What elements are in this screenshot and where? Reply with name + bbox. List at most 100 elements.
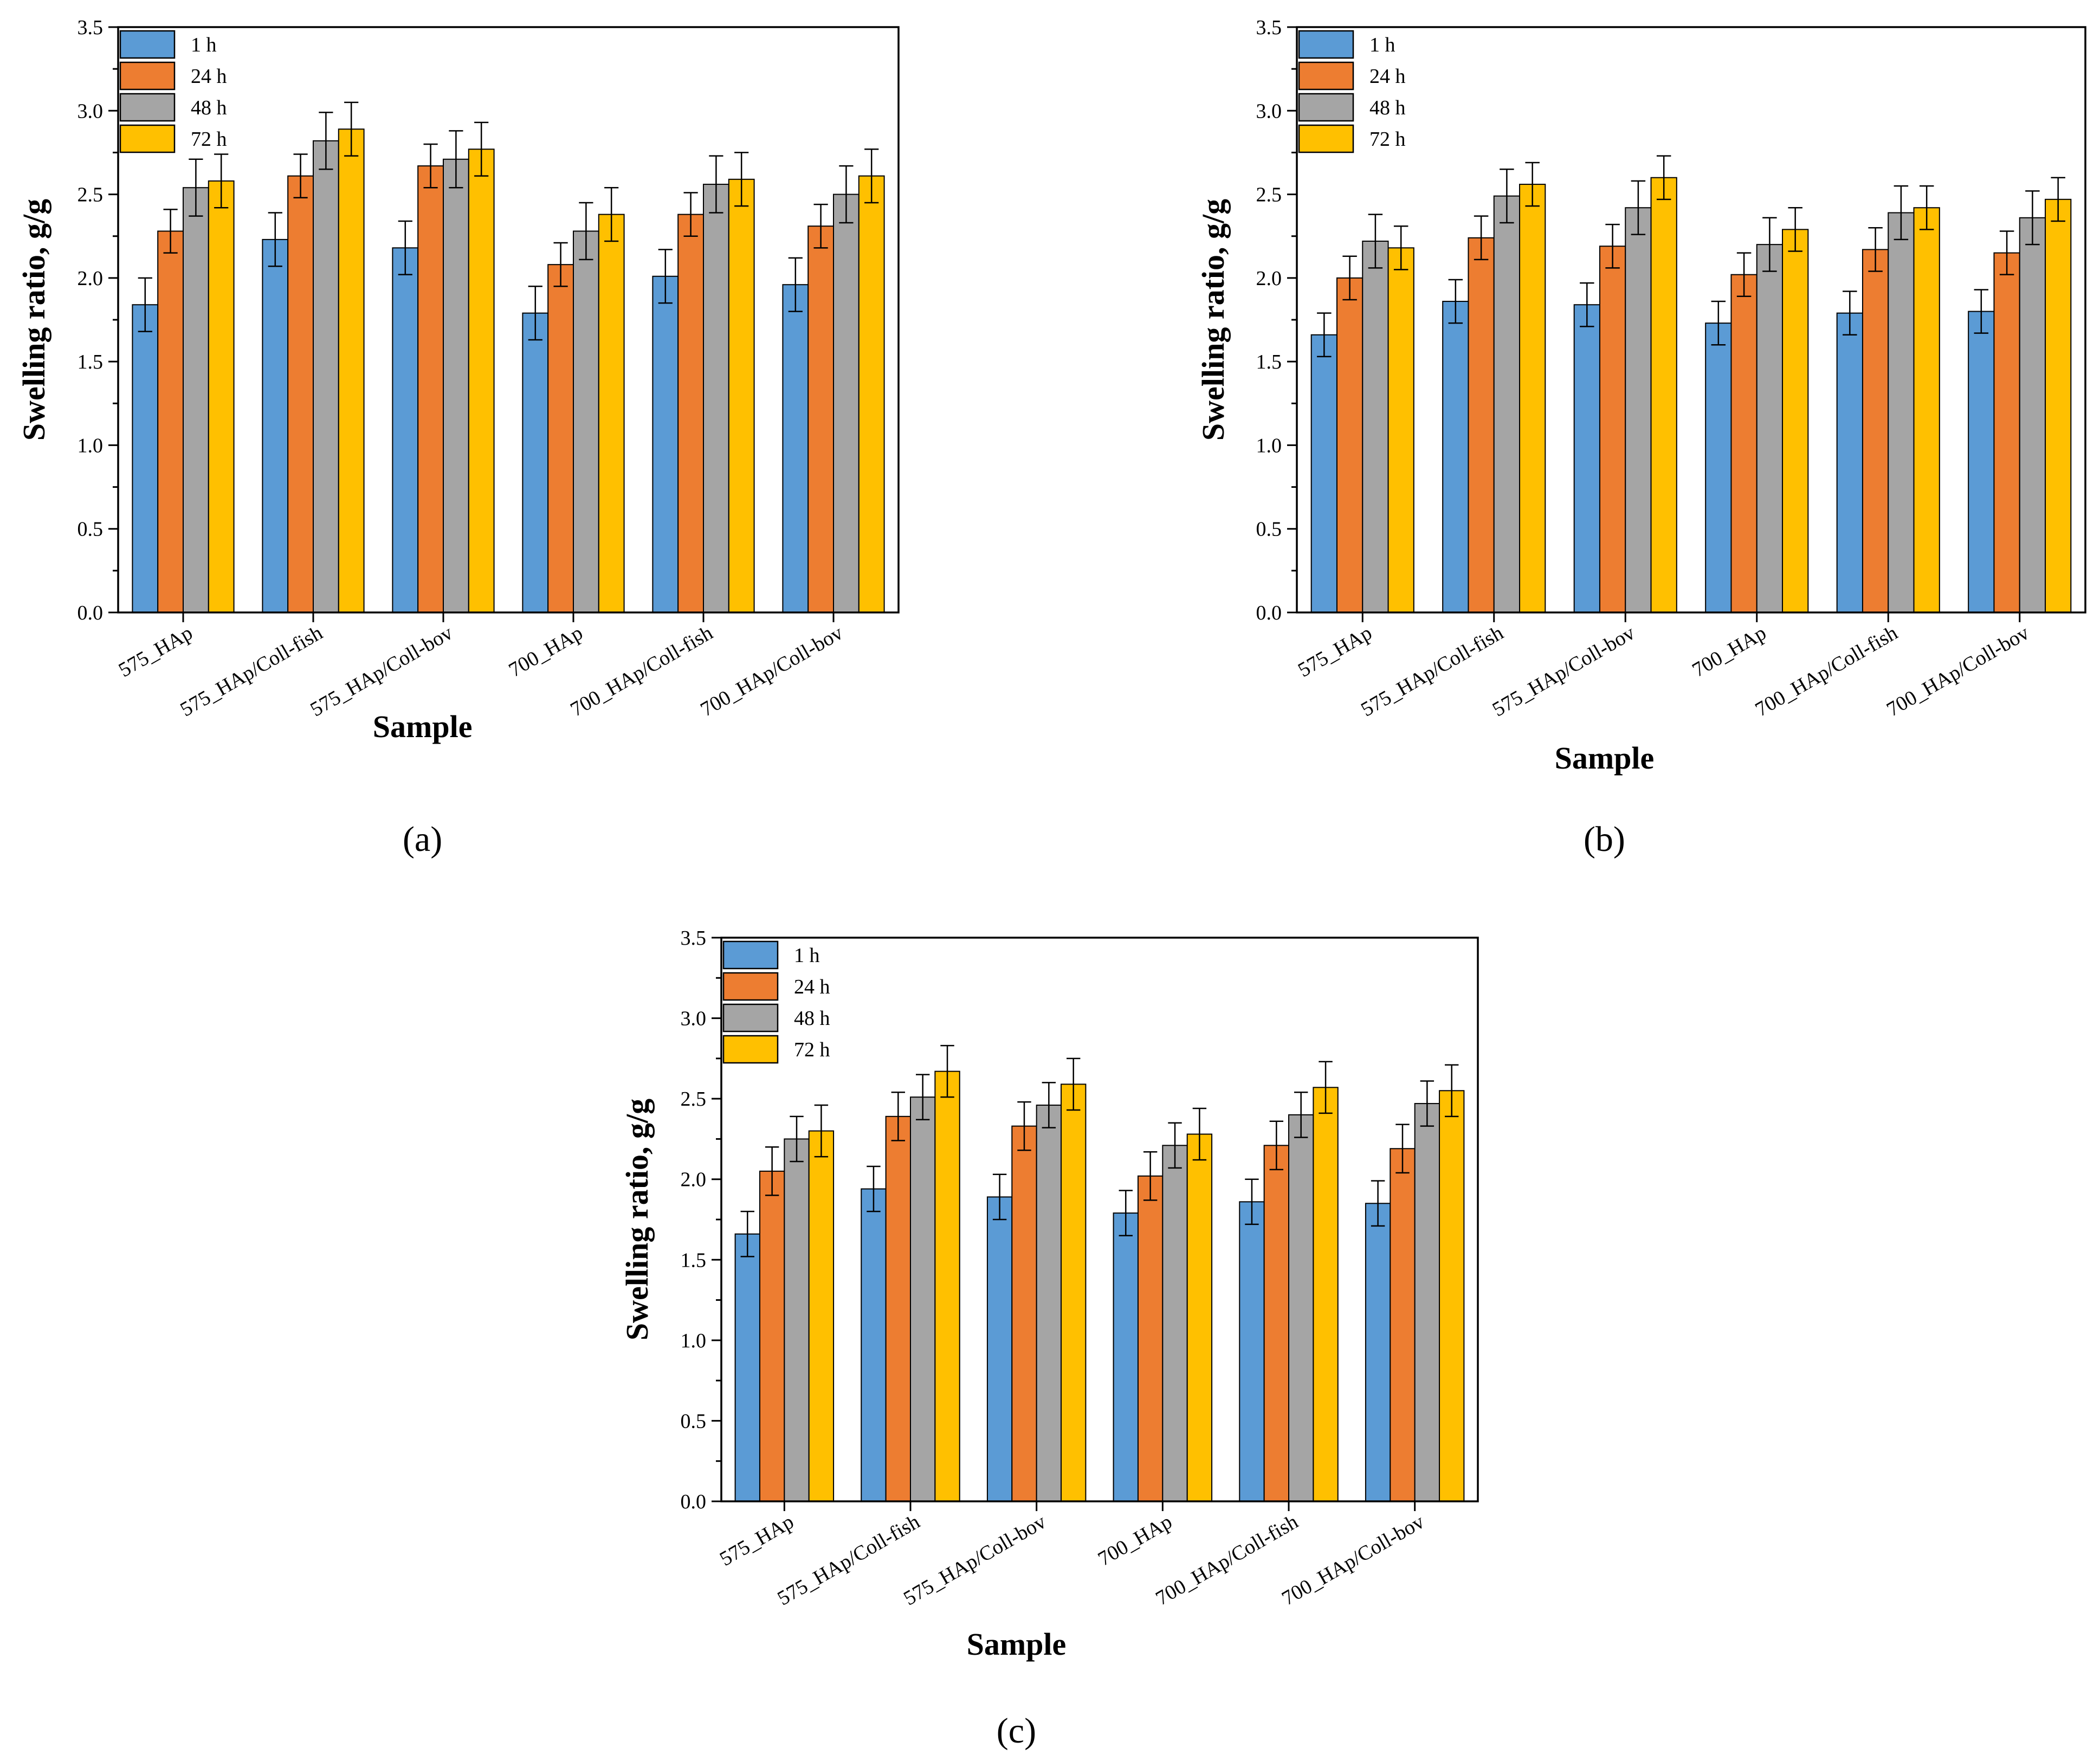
error-bar-24-h-700-hap-coll-bov <box>813 203 828 249</box>
bar-24-h-700-hap-coll-bov <box>807 225 834 613</box>
legend-label-1-h: 1 h <box>794 944 820 967</box>
error-bar-24-h-700-hap <box>553 242 568 287</box>
plot-frame <box>117 26 900 614</box>
plot-frame <box>720 937 1479 1502</box>
error-bar-24-h-575-hap-coll-fish <box>293 153 308 198</box>
bar-72-h-575-hap-coll-bov <box>1650 177 1677 613</box>
error-bar-72-h-575-hap-coll-bov <box>1656 155 1671 201</box>
error-bar-24-h-700-hap <box>1736 252 1752 298</box>
bar-72-h-700-hap-coll-fish <box>1313 1087 1339 1502</box>
error-bar-48-h-700-hap-coll-bov <box>839 165 854 224</box>
legend-swatch-1-h <box>119 30 176 59</box>
bar-24-h-700-hap <box>547 264 574 613</box>
x-tick-label-575-hap: 575_HAp <box>716 1510 798 1570</box>
error-bar-1-h-575-hap-coll-fish <box>1448 279 1463 324</box>
bar-24-h-700-hap <box>1137 1175 1164 1502</box>
bar-72-h-700-hap-coll-bov <box>1439 1090 1465 1502</box>
x-tick-label-575-hap-coll-bov: 575_HAp/Coll-bov <box>307 621 457 721</box>
error-bar-1-h-575-hap <box>1317 312 1332 358</box>
error-bar-24-h-575-hap-coll-bov <box>423 143 438 189</box>
bar-1-h-575-hap-coll-bov <box>1573 304 1600 613</box>
error-bar-24-h-575-hap-coll-bov <box>1017 1101 1031 1151</box>
error-bar-72-h-700-hap-coll-bov <box>1445 1064 1459 1118</box>
bar-72-h-575-hap-coll-bov <box>468 149 495 613</box>
bar-48-h-700-hap <box>573 230 599 613</box>
error-bar-72-h-700-hap <box>1192 1107 1207 1161</box>
error-bar-72-h-575-hap-coll-fish <box>344 101 359 157</box>
x-tick-label-700-hap-coll-bov: 700_HAp/Coll-bov <box>697 621 847 721</box>
error-bar-1-h-575-hap-coll-bov <box>992 1173 1007 1221</box>
error-bar-24-h-700-hap <box>1143 1151 1158 1201</box>
error-bar-48-h-700-hap-coll-bov <box>2025 190 2040 246</box>
bar-72-h-700-hap-coll-fish <box>728 178 755 613</box>
legend-swatch-48-h <box>1298 93 1354 122</box>
error-bar-48-h-700-hap-coll-bov <box>1420 1080 1435 1127</box>
bars <box>734 1044 1465 1502</box>
error-bar-1-h-700-hap-coll-fish <box>1245 1178 1259 1225</box>
y-tick-label: 2.0 <box>77 267 104 290</box>
bar-48-h-575-hap <box>784 1138 810 1502</box>
x-tick-label-700-hap-coll-fish: 700_HAp/Coll-fish <box>1752 621 1902 721</box>
error-bar-72-h-700-hap-coll-fish <box>1919 185 1934 230</box>
bar-48-h-700-hap-coll-fish <box>703 184 729 613</box>
x-tick-label-700-hap-coll-bov: 700_HAp/Coll-bov <box>1883 621 2033 721</box>
legend-swatch-48-h <box>722 1003 779 1033</box>
y-axis: 0.0 0.5 1.0 1.5 2.0 2.5 3.0 3.5 <box>77 16 118 624</box>
chart-panel-b: 0.00.51.01.52.02.53.03.5575_HAp575_HAp/C… <box>1196 16 2086 859</box>
legend-label-48-h: 48 h <box>191 96 227 119</box>
error-bar-48-h-575-hap <box>790 1115 804 1163</box>
bar-24-h-575-hap <box>157 230 184 613</box>
y-tick-label: 3.0 <box>681 1008 707 1030</box>
y-tick-label: 0.0 <box>77 602 104 624</box>
x-axis: 575_HAp575_HAp/Coll-fish575_HAp/Coll-bov… <box>716 1501 1428 1610</box>
error-bar-1-h-575-hap <box>740 1210 754 1257</box>
error-bar-48-h-575-hap-coll-bov <box>1631 180 1646 235</box>
panel-label: (a) <box>403 820 442 859</box>
bar-48-h-575-hap-coll-fish <box>910 1096 936 1502</box>
plot-frame <box>1296 26 2086 614</box>
legend: 1 h 24 h 48 h 72 h <box>722 940 830 1064</box>
bar-48-h-575-hap <box>1362 240 1389 613</box>
error-bar-24-h-575-hap-coll-fish <box>891 1092 906 1141</box>
y-tick-label: 1.0 <box>1256 434 1282 457</box>
legend-swatch-48-h <box>119 93 176 122</box>
legend-swatch-24-h <box>119 61 176 91</box>
bars <box>132 101 885 614</box>
legend: 1 h 24 h 48 h 72 h <box>1298 30 1406 153</box>
bar-1-h-575-hap-coll-bov <box>392 247 419 614</box>
bar-24-h-700-hap-coll-fish <box>1862 249 1889 613</box>
bar-1-h-575-hap-coll-bov <box>986 1196 1013 1502</box>
bar-48-h-575-hap-coll-fish <box>1493 195 1521 613</box>
y-tick-label: 1.5 <box>77 351 104 373</box>
bar-24-h-700-hap-coll-bov <box>1390 1148 1416 1502</box>
y-axis-title: Swelling ratio, g/g <box>619 1099 655 1340</box>
error-bar-24-h-575-hap <box>1342 255 1357 301</box>
error-bar-48-h-575-hap-coll-fish <box>1500 169 1514 224</box>
bar-48-h-700-hap <box>1162 1145 1188 1502</box>
y-tick-label: 3.5 <box>77 16 104 39</box>
error-bar-72-h-575-hap-coll-fish <box>940 1044 954 1098</box>
y-tick-label: 1.5 <box>1256 351 1282 373</box>
error-bar-72-h-700-hap <box>1788 207 1802 252</box>
bar-24-h-575-hap <box>759 1170 785 1502</box>
error-bar-48-h-700-hap <box>579 202 593 261</box>
y-tick-label: 2.0 <box>1256 267 1282 290</box>
y-axis: 0.0 0.5 1.0 1.5 2.0 2.5 3.0 3.5 <box>1256 16 1297 624</box>
error-bar-48-h-700-hap-coll-fish <box>1294 1092 1308 1138</box>
bar-48-h-700-hap-coll-bov <box>1414 1103 1440 1502</box>
error-bar-1-h-700-hap <box>1119 1190 1133 1236</box>
bar-24-h-575-hap-coll-fish <box>885 1115 912 1502</box>
bar-1-h-575-hap-coll-fish <box>262 238 289 613</box>
y-tick-label: 3.0 <box>77 100 104 122</box>
error-bar-72-h-575-hap-coll-bov <box>1067 1057 1081 1111</box>
bar-48-h-700-hap-coll-fish <box>1288 1114 1314 1502</box>
bar-1-h-575-hap <box>1310 334 1337 613</box>
error-bar-48-h-700-hap <box>1168 1122 1182 1169</box>
error-bar-48-h-575-hap-coll-bov <box>449 130 463 189</box>
error-bar-48-h-700-hap-coll-fish <box>709 155 723 214</box>
bar-72-h-575-hap-coll-fish <box>1519 184 1546 613</box>
bar-24-h-700-hap-coll-bov <box>1993 252 2020 614</box>
error-bar-1-h-575-hap-coll-fish <box>268 212 282 267</box>
bar-48-h-575-hap-coll-bov <box>1036 1105 1062 1502</box>
error-bar-24-h-700-hap-coll-fish <box>1269 1120 1284 1171</box>
